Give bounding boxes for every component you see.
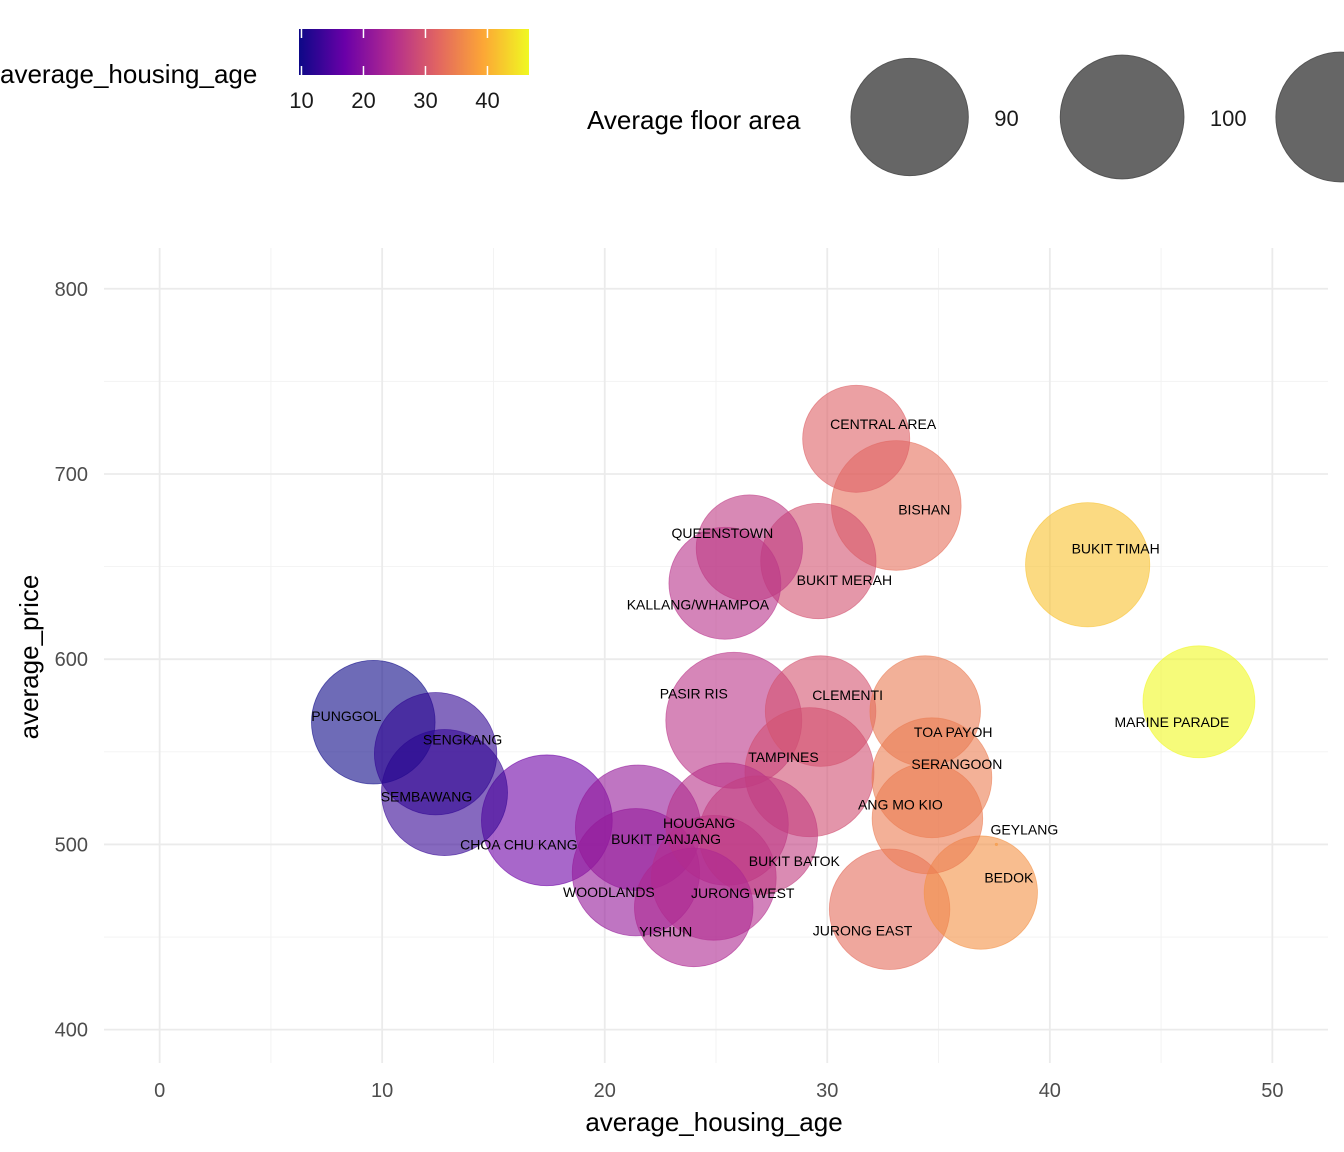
color-legend: average_housing_age 10 20 30 40 xyxy=(0,29,529,113)
point-label: SENGKANG xyxy=(423,732,502,748)
point-label: QUEENSTOWN xyxy=(672,525,774,541)
point-label: TAMPINES xyxy=(748,749,819,765)
point-label: BUKIT MERAH xyxy=(797,572,892,588)
x-axis-title: average_housing_age xyxy=(585,1107,842,1137)
point-label: BEDOK xyxy=(984,870,1034,886)
y-axis-ticks: 400 500 600 700 800 xyxy=(55,279,88,1042)
size-legend-key xyxy=(1059,54,1185,180)
bubble-point xyxy=(871,762,984,875)
bubble-point xyxy=(869,655,981,767)
point-label: JURONG EAST xyxy=(813,922,913,938)
color-legend-tick-label: 40 xyxy=(475,88,499,113)
y-axis-title: average_price xyxy=(14,575,44,740)
point-label: SEMBAWANG xyxy=(381,789,473,805)
point-label: PASIR RIS xyxy=(660,685,728,701)
x-tick-label: 40 xyxy=(1039,1080,1061,1102)
color-legend-ticks: 10 20 30 40 xyxy=(289,29,500,113)
bubble-point xyxy=(1142,645,1256,759)
y-tick-label: 600 xyxy=(55,649,88,671)
point-label: CLEMENTI xyxy=(812,687,883,703)
data-points xyxy=(311,384,1256,970)
point-label: BUKIT BATOK xyxy=(749,853,841,869)
y-tick-label: 500 xyxy=(55,834,88,856)
point-label: YISHUN xyxy=(639,923,692,939)
point-label: CENTRAL AREA xyxy=(830,416,937,432)
point-label: BUKIT PANJANG xyxy=(611,831,721,847)
size-legend-label: 90 xyxy=(994,106,1018,131)
x-tick-label: 50 xyxy=(1261,1080,1283,1102)
size-legend-keys: 90 100 xyxy=(850,51,1344,183)
x-tick-label: 30 xyxy=(816,1080,838,1102)
point-label: WOODLANDS xyxy=(563,884,655,900)
point-label: BISHAN xyxy=(898,501,950,517)
y-tick-label: 800 xyxy=(55,279,88,301)
point-label: ANG MO KIO xyxy=(858,797,943,813)
point-label: GEYLANG xyxy=(991,821,1059,837)
x-tick-label: 10 xyxy=(371,1080,393,1102)
x-tick-label: 0 xyxy=(154,1080,165,1102)
point-label: BUKIT TIMAH xyxy=(1072,541,1160,557)
size-legend: Average floor area 90 100 xyxy=(587,51,1344,183)
bubble-point xyxy=(802,384,911,493)
size-legend-title: Average floor area xyxy=(587,105,801,135)
bubble-point xyxy=(634,847,754,968)
color-legend-tick-label: 30 xyxy=(413,88,437,113)
color-legend-title: average_housing_age xyxy=(0,59,257,89)
point-label: HOUGANG xyxy=(663,815,735,831)
color-legend-tick-label: 20 xyxy=(351,88,375,113)
bubble-point xyxy=(695,494,803,602)
size-legend-key xyxy=(1275,51,1344,183)
y-tick-label: 700 xyxy=(55,464,88,486)
bubble-point xyxy=(994,842,999,847)
color-legend-tick-label: 10 xyxy=(289,88,313,113)
point-label: SERANGOON xyxy=(911,756,1002,772)
point-labels: CENTRAL AREA BISHAN QUEENSTOWN BUKIT MERAH K… xyxy=(311,416,1229,940)
color-legend-bar xyxy=(299,29,529,75)
size-legend-key xyxy=(850,57,969,177)
bubble-point xyxy=(373,692,498,816)
point-label: CHOA CHU KANG xyxy=(460,836,577,852)
y-tick-label: 400 xyxy=(55,1020,88,1042)
size-legend-label: 100 xyxy=(1210,106,1247,131)
x-axis-ticks: 0 10 20 30 40 50 xyxy=(154,1080,1283,1102)
point-label: PUNGGOL xyxy=(311,708,381,724)
x-tick-label: 20 xyxy=(594,1080,616,1102)
point-label: KALLANG/WHAMPOA xyxy=(627,596,770,612)
point-label: MARINE PARADE xyxy=(1114,714,1229,730)
point-label: TOA PAYOH xyxy=(914,724,993,740)
point-label: JURONG WEST xyxy=(691,885,795,901)
bubble-point xyxy=(1025,502,1151,628)
